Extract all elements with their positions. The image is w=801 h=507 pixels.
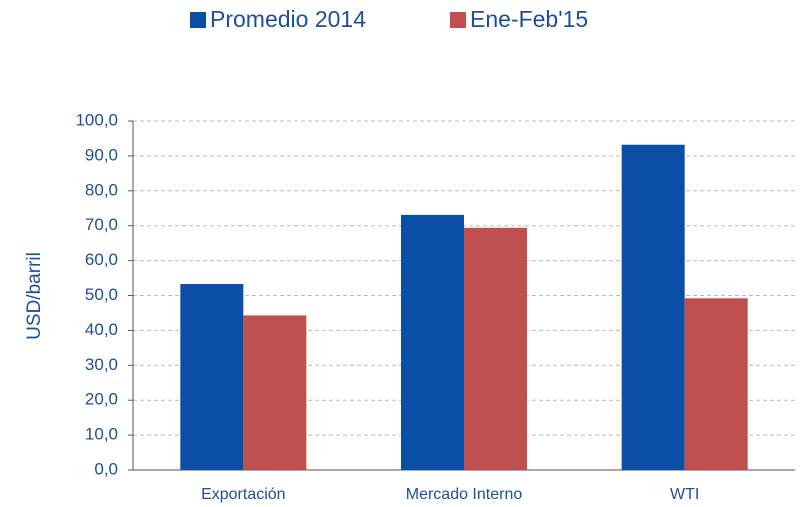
legend-label: Promedio 2014: [210, 6, 366, 32]
y-tick-label: 0,0: [94, 459, 118, 478]
legend-swatch: [450, 12, 466, 28]
bar: [180, 283, 244, 470]
bar: [464, 227, 527, 470]
bar: [684, 298, 748, 470]
y-tick-label: 20,0: [85, 390, 118, 409]
bar: [621, 144, 685, 470]
y-axis-label: USD/barril: [24, 252, 45, 340]
y-tick-label: 30,0: [85, 355, 118, 374]
y-tick-label: 40,0: [85, 320, 118, 339]
x-tick-label: WTI: [670, 486, 699, 503]
legend-swatch: [190, 12, 206, 28]
bar: [243, 315, 307, 470]
y-tick-label: 80,0: [85, 180, 118, 199]
y-tick-label: 90,0: [85, 145, 118, 164]
y-tick-label: 60,0: [85, 250, 118, 269]
bar: [401, 214, 464, 470]
y-tick-label: 70,0: [85, 215, 118, 234]
y-tick-label: 100,0: [75, 110, 118, 129]
y-tick-label: 10,0: [85, 425, 118, 444]
legend-label: Ene-Feb'15: [470, 6, 588, 32]
x-tick-label: Mercado Interno: [406, 486, 523, 503]
y-tick-label: 50,0: [85, 285, 118, 304]
x-tick-label: Exportación: [201, 486, 286, 503]
